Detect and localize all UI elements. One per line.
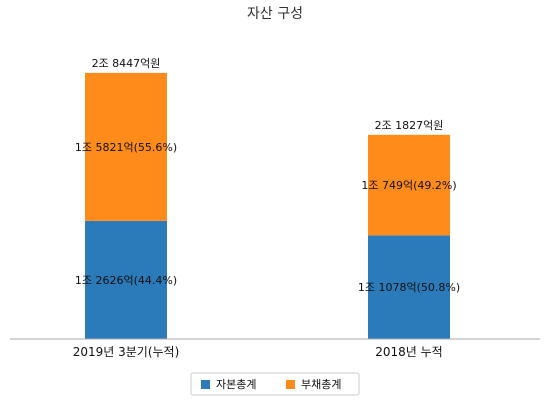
segment-label-liabilities-1: 1조 749억(49.2%)	[361, 179, 456, 192]
segment-label-liabilities-0: 1조 5821억(55.6%)	[75, 141, 177, 154]
category-labels: 2019년 3분기(누적) 2018년 누적	[73, 345, 443, 359]
segment-label-capital-0: 1조 2626억(44.4%)	[75, 274, 177, 287]
bar-capital-1	[368, 235, 450, 339]
bar-liabilities-1	[368, 134, 450, 236]
legend-label-capital: 자본총계	[216, 378, 256, 391]
category-label-1: 2018년 누적	[375, 345, 442, 359]
chart-title: 자산 구성	[247, 6, 303, 22]
legend-label-liabilities: 부채총계	[301, 378, 341, 391]
legend-swatch-liabilities	[286, 380, 295, 389]
total-label-1: 2조 1827억원	[375, 119, 444, 132]
category-label-0: 2019년 3분기(누적)	[73, 345, 180, 359]
segment-label-capital-1: 1조 1078억(50.8%)	[358, 281, 460, 294]
bar-liabilities-0	[85, 72, 167, 221]
legend: 자본총계 부채총계	[190, 372, 360, 396]
legend-frame	[190, 372, 360, 396]
bars-layer: 1조 2626억(44.4%) 1조 5821억(55.6%) 2조 8447억원 1…	[75, 57, 460, 339]
total-label-0: 2조 8447억원	[92, 57, 161, 70]
bar-capital-0	[85, 220, 167, 339]
legend-swatch-capital	[201, 380, 210, 389]
